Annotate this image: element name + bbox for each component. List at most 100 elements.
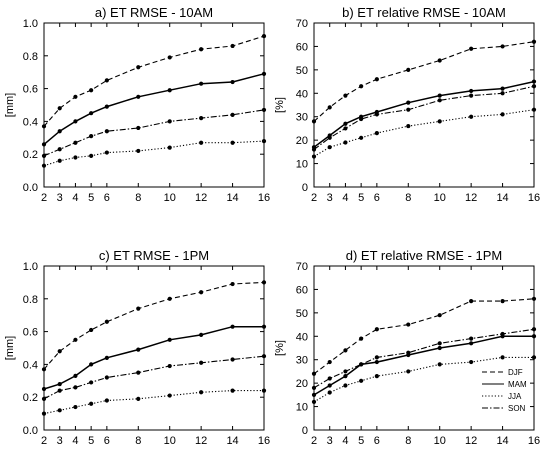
data-point-son (406, 350, 411, 355)
data-point-son (41, 396, 47, 401)
data-point-son (136, 125, 141, 131)
data-point-djf (359, 336, 364, 341)
data-point-djf (327, 359, 332, 365)
data-point-mam (136, 347, 141, 352)
x-tick-label: 14 (226, 435, 238, 447)
data-point-mam (41, 386, 47, 392)
y-tick-label: 1.0 (23, 18, 38, 30)
x-tick-label: 5 (358, 435, 364, 447)
x-tick-label: 2 (311, 192, 317, 204)
panel-a-title: a) ET RMSE - 10AM (95, 5, 213, 20)
data-point-son (230, 357, 235, 362)
panel-c-title: c) ET RMSE - 1PM (99, 248, 209, 263)
data-point-jja (327, 390, 332, 395)
data-point-djf (41, 367, 47, 372)
x-tick-label: 8 (405, 192, 411, 204)
panel-c-ylabel: [mm] (4, 336, 16, 360)
data-point-jja (136, 148, 141, 154)
y-tick-label: 0.8 (23, 51, 38, 63)
data-point-mam (167, 337, 172, 342)
data-point-son (374, 112, 379, 117)
panel-b: 2 3 4 5 6 8 10 12 14 16 0 10 20 30 40 50 60 70 b) ET relat… (274, 5, 540, 204)
data-point-djf (469, 46, 474, 51)
data-point-jja (73, 155, 78, 160)
series-line-djf (313, 41, 535, 122)
data-point-mam (41, 142, 47, 147)
x-tick-label: 3 (327, 435, 333, 447)
data-point-djf (437, 58, 442, 63)
panel-b-title: b) ET relative RMSE - 10AM (342, 5, 506, 20)
data-point-djf (261, 34, 267, 39)
data-point-jja (261, 388, 267, 393)
data-point-djf (57, 349, 62, 354)
data-point-son (343, 126, 348, 131)
data-point-djf (374, 77, 379, 82)
x-tick-label: 8 (135, 192, 141, 204)
data-point-son (41, 153, 47, 158)
data-point-jja (89, 401, 94, 406)
data-point-jja (57, 408, 62, 413)
data-point-jja (230, 388, 235, 393)
data-point-djf (136, 65, 141, 70)
data-point-djf (57, 106, 62, 111)
data-point-djf (406, 322, 411, 327)
data-point-mam (104, 355, 109, 360)
y-tick-label: 0.6 (23, 327, 38, 339)
panel-a-frame (43, 22, 265, 188)
legend-label-son: SON (508, 404, 526, 413)
y-tick-label: 0.0 (23, 182, 38, 194)
data-point-djf (199, 290, 204, 295)
data-point-jja (437, 362, 442, 367)
data-point-djf (261, 280, 267, 285)
data-point-son (469, 336, 474, 341)
data-point-jja (374, 374, 379, 379)
data-point-son (261, 107, 267, 113)
series-line-mam (43, 325, 264, 390)
legend-label-djf: DJF (508, 368, 523, 377)
data-point-djf (167, 296, 172, 301)
data-point-son (104, 375, 109, 380)
data-point-mam (531, 79, 537, 84)
data-point-mam (57, 381, 62, 387)
data-point-mam (230, 79, 235, 85)
series-line-jja (313, 356, 534, 403)
data-point-mam (437, 345, 442, 351)
x-tick-label: 3 (327, 192, 333, 204)
data-point-son (359, 362, 364, 367)
data-point-jja (199, 390, 204, 395)
data-point-jja (374, 131, 379, 136)
data-point-son (73, 140, 78, 145)
data-point-son (343, 369, 348, 374)
data-point-jja (57, 158, 62, 163)
panel-c: 2 3 4 5 6 8 10 12 14 16 0.0 0.2 0.4 0.6 0.8 1.0 c) ET RM… (4, 248, 270, 455)
data-point-son (136, 370, 141, 375)
x-tick-label: 16 (528, 435, 540, 447)
x-tick-label: 4 (72, 192, 78, 204)
data-point-djf (437, 313, 442, 318)
data-point-mam (73, 373, 78, 378)
y-tick-label: 0.0 (23, 425, 38, 437)
y-tick-label: 50 (296, 308, 308, 320)
panel-a: 2 3 4 5 6 8 10 12 14 16 0.0 0.2 0.4 0.6 0.8 1.0 a) ET RM… (4, 5, 270, 204)
series-line-son (313, 85, 535, 150)
data-point-mam (89, 362, 94, 367)
data-point-jja (136, 396, 141, 401)
y-tick-label: 0.8 (23, 294, 38, 306)
series-line-jja (43, 390, 264, 415)
data-point-djf (500, 44, 505, 49)
x-tick-label: 16 (258, 192, 270, 204)
data-point-son (57, 388, 62, 393)
y-tick-label: 20 (296, 378, 308, 390)
data-point-mam (136, 94, 141, 99)
panel-b-frame (313, 22, 535, 188)
y-tick-label: 10 (296, 402, 308, 414)
y-tick-label: 70 (296, 18, 308, 30)
data-point-mam (199, 332, 204, 337)
series-line-jja (313, 109, 535, 157)
data-point-son (500, 331, 505, 337)
data-point-mam (531, 334, 537, 339)
data-point-mam (469, 341, 474, 346)
x-tick-label: 2 (41, 192, 47, 204)
x-tick-label: 3 (57, 435, 63, 447)
